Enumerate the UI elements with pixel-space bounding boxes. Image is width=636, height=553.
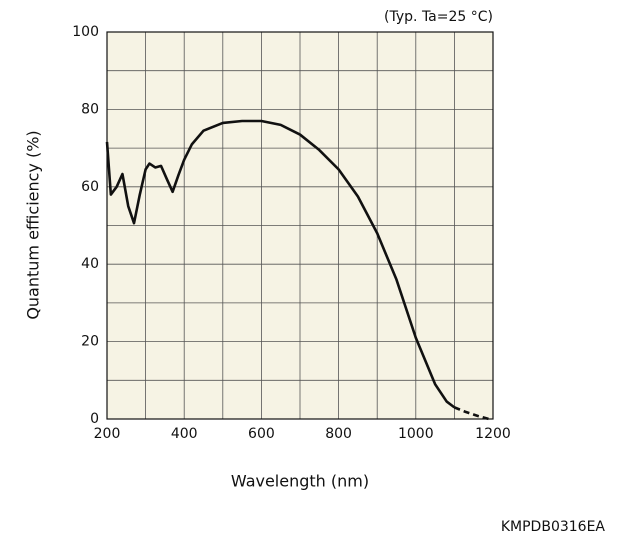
y-tick-label: 40 <box>81 256 99 272</box>
y-tick-label: 60 <box>81 179 99 195</box>
data-line <box>105 119 456 409</box>
y-tick-label: 0 <box>90 411 99 427</box>
plot-frame <box>106 31 494 420</box>
x-tick-label: 400 <box>171 426 198 442</box>
data-line <box>453 406 490 421</box>
x-tick-label: 1200 <box>475 426 511 442</box>
figure-code: KMPDB0316EA <box>501 519 606 535</box>
annotation: (Typ. Ta=25 °C) <box>384 9 493 25</box>
x-tick-label: 600 <box>248 426 275 442</box>
y-tick-label: 100 <box>72 24 99 40</box>
y-tick-label: 80 <box>81 101 99 117</box>
x-axis-label: Wavelength (nm) <box>231 472 369 491</box>
x-tick-label: 1000 <box>398 426 434 442</box>
x-tick-label: 800 <box>325 426 352 442</box>
y-axis-label: Quantum efficiency (%) <box>24 130 43 319</box>
x-tick-label: 200 <box>94 426 121 442</box>
y-tick-label: 20 <box>81 334 99 350</box>
